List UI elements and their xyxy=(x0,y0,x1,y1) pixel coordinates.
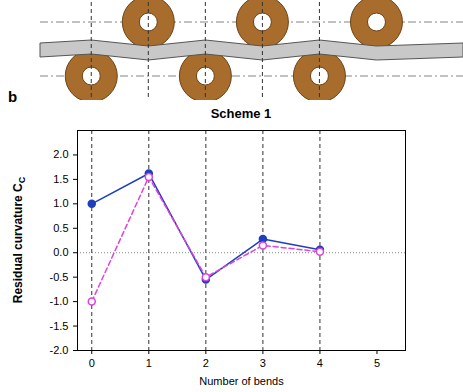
svg-text:5: 5 xyxy=(374,357,380,369)
svg-text:1.5: 1.5 xyxy=(53,173,68,185)
svg-text:0: 0 xyxy=(89,357,95,369)
svg-text:3: 3 xyxy=(260,357,266,369)
svg-text:2.0: 2.0 xyxy=(53,148,68,160)
svg-text:0.5: 0.5 xyxy=(53,222,68,234)
svg-text:Number of bends: Number of bends xyxy=(199,375,284,387)
svg-text:-1.5: -1.5 xyxy=(50,320,69,332)
svg-text:b: b xyxy=(8,88,17,105)
svg-text:0.0: 0.0 xyxy=(53,246,68,258)
svg-text:4: 4 xyxy=(317,357,323,369)
svg-text:-0.5: -0.5 xyxy=(50,271,69,283)
svg-text:1.0: 1.0 xyxy=(53,197,68,209)
svg-text:1: 1 xyxy=(146,357,152,369)
svg-text:Residual curvature CC: Residual curvature CC xyxy=(11,176,27,303)
svg-text:-2.0: -2.0 xyxy=(50,344,69,356)
svg-text:-1.0: -1.0 xyxy=(50,295,69,307)
svg-text:Scheme 1: Scheme 1 xyxy=(211,106,272,121)
svg-text:2: 2 xyxy=(203,357,209,369)
